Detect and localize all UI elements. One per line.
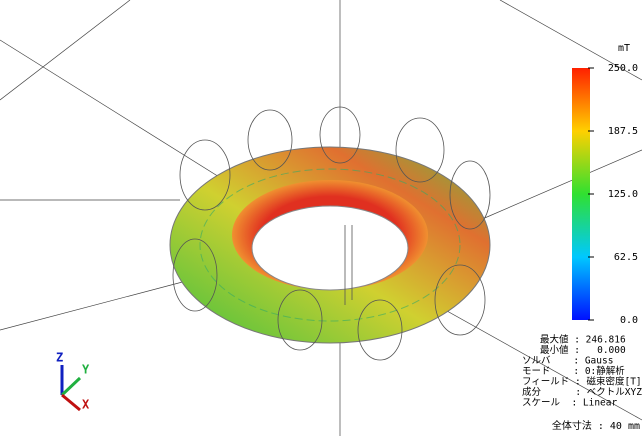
colorbar <box>572 68 590 320</box>
info-line: スケール : Linear <box>522 398 617 409</box>
info-line: 最大値 : 246.816 <box>540 334 626 346</box>
info-line: モード : 0:静解析 <box>522 365 625 377</box>
info-line: 成分 : ベクトルXYZ <box>522 386 642 398</box>
colorbar-tick-label: 0.0 <box>620 315 638 326</box>
size-note: 全体寸法 : 40 mm <box>552 419 640 432</box>
colorbar-unit: mT <box>618 43 630 54</box>
viewport: mT 最大値 : 246.816最小値 : 0.000ソルバ : Gaussモー… <box>0 0 642 436</box>
colorbar-tick-label: 125.0 <box>608 189 638 200</box>
colorbar-tick-label: 250.0 <box>608 63 638 74</box>
axis-z-label: Z <box>56 351 63 365</box>
axis-y-label: Y <box>82 363 90 377</box>
info-line: フィールド : 磁束密度[T] <box>522 376 642 388</box>
info-line: ソルバ : Gauss <box>522 356 613 367</box>
colorbar-tick-label: 62.5 <box>614 252 638 263</box>
torus <box>170 147 490 343</box>
axis-x-label: X <box>82 398 90 412</box>
colorbar-tick-label: 187.5 <box>608 126 638 137</box>
info-line: 最小値 : 0.000 <box>540 344 626 356</box>
axis-triad <box>62 365 80 410</box>
